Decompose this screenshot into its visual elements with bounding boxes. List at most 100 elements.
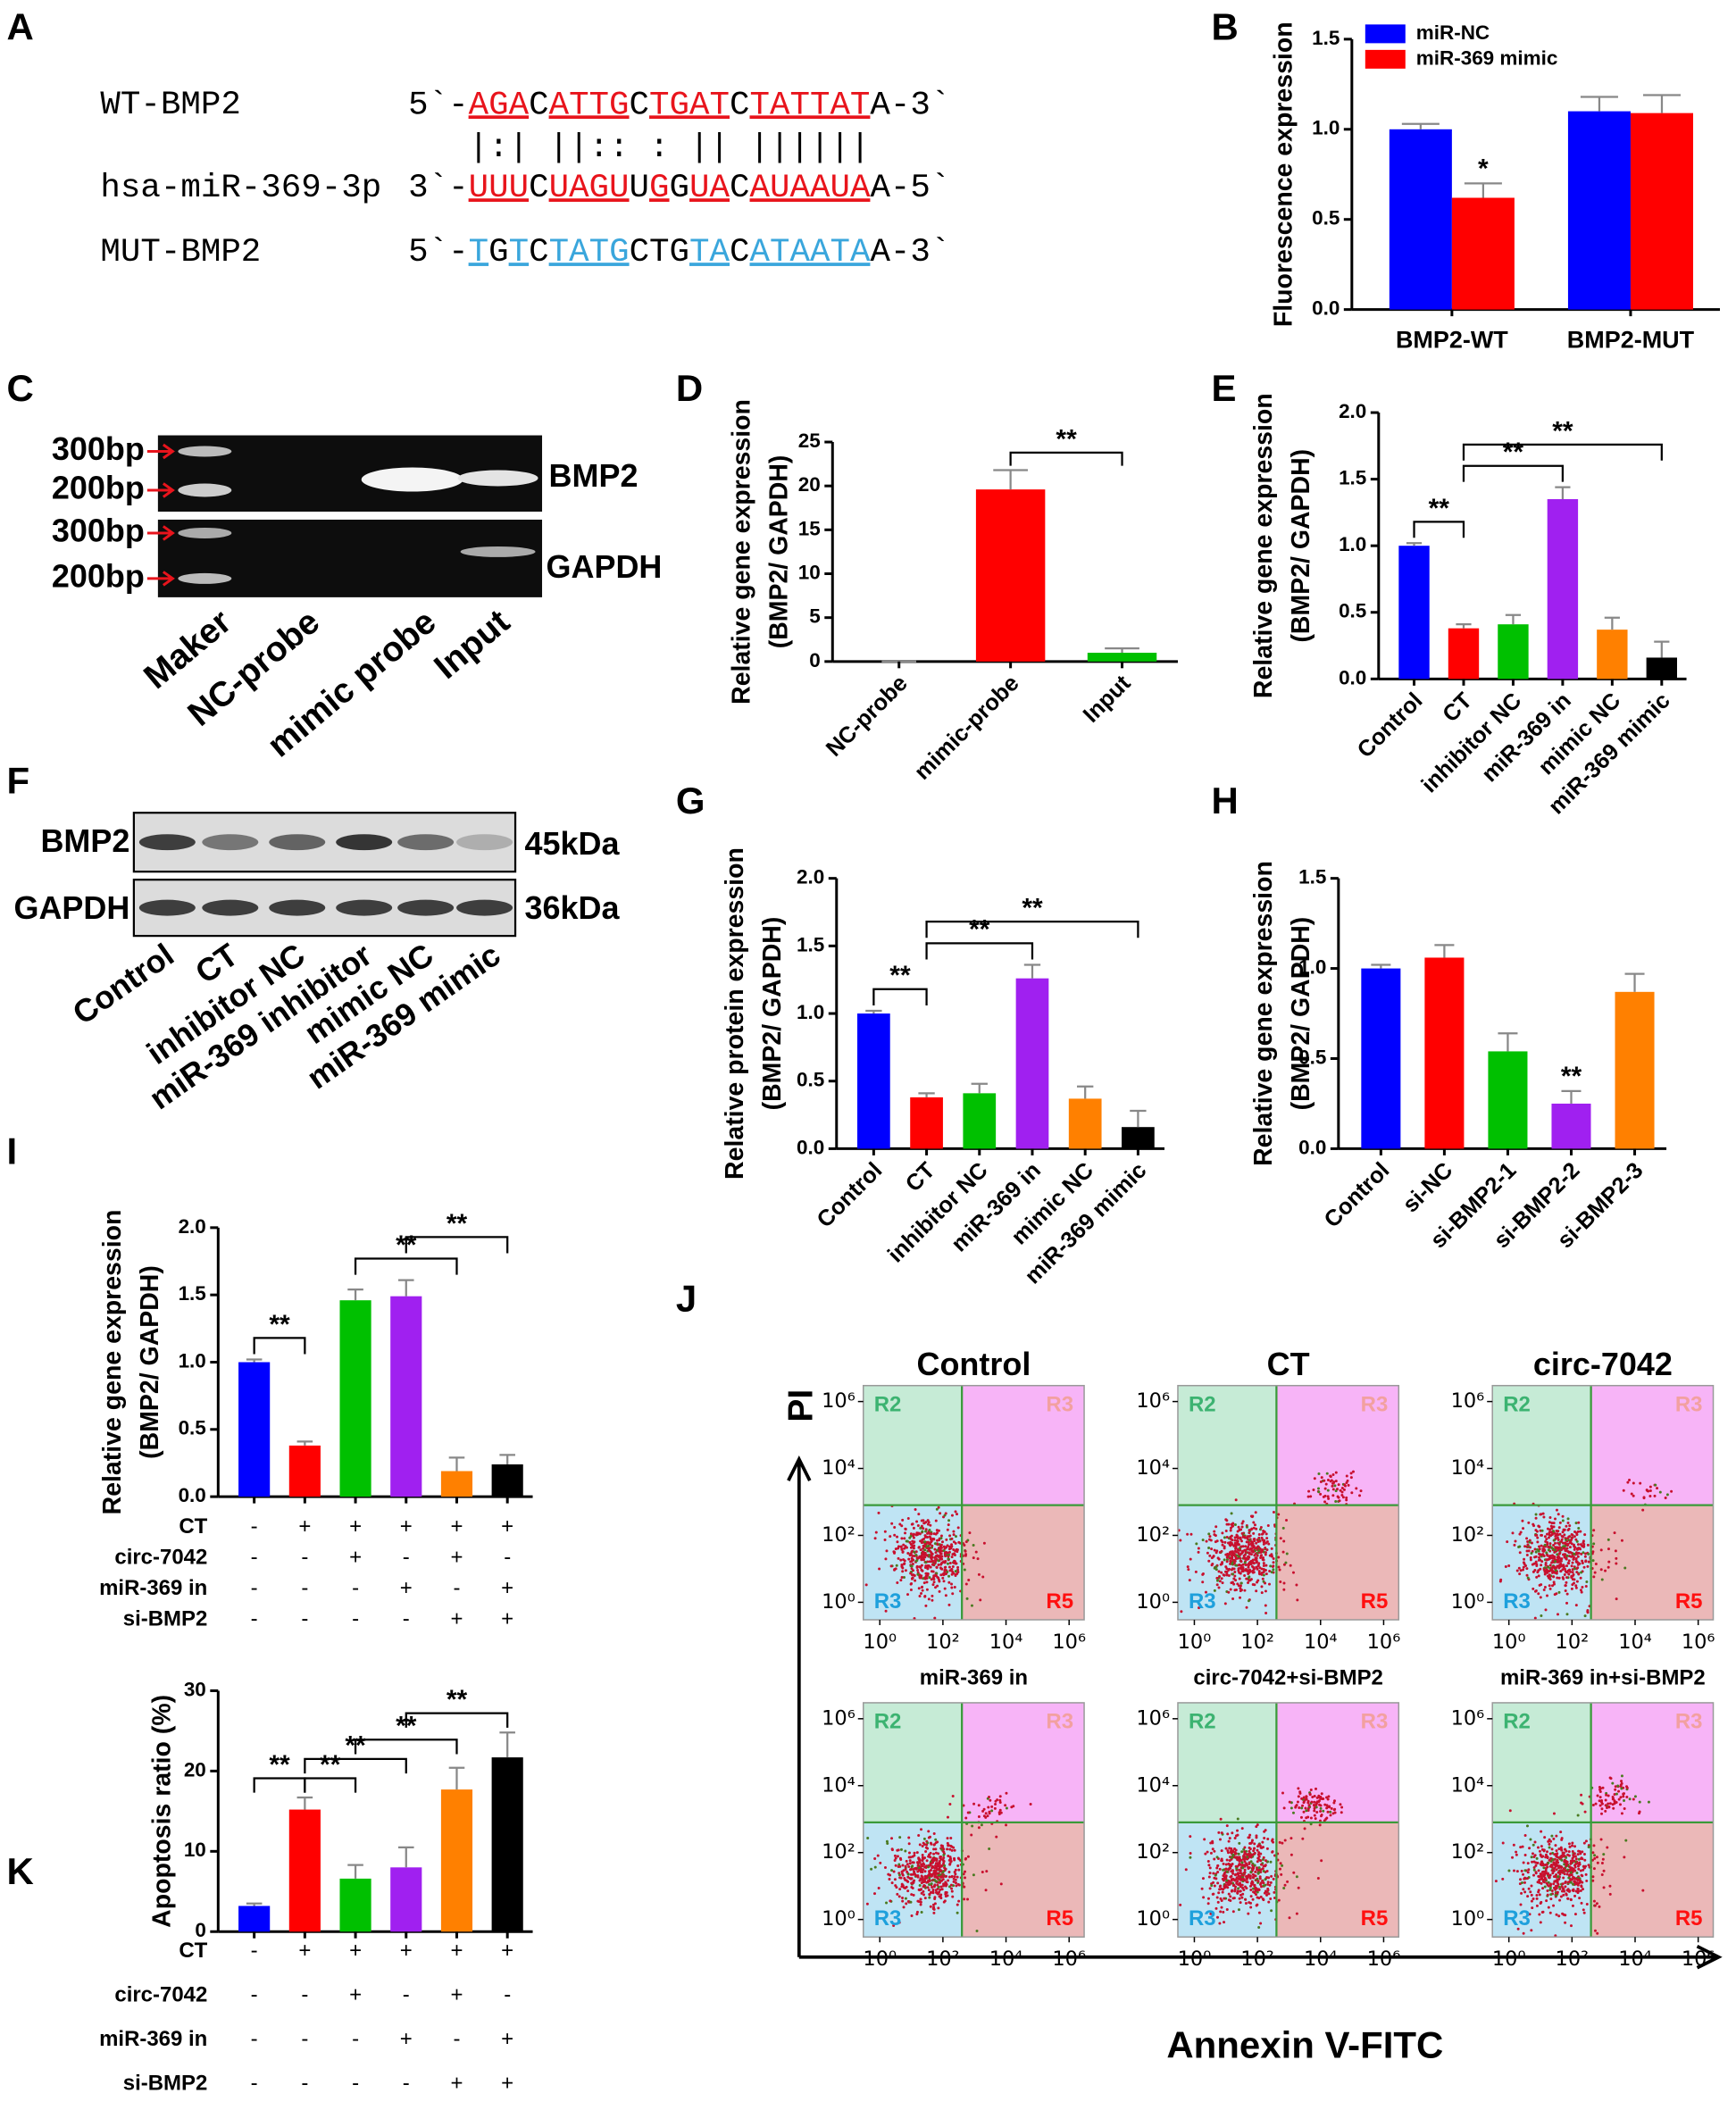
cell-event — [904, 1850, 906, 1853]
cell-event — [1531, 1861, 1533, 1864]
x-tick-label: NC-probe — [822, 671, 913, 762]
cell-event — [1578, 1879, 1581, 1881]
cell-event — [956, 1566, 959, 1569]
cell-event — [1282, 1589, 1285, 1591]
cell-event — [1552, 1838, 1555, 1840]
cell-event — [1544, 1886, 1547, 1889]
cell-event — [1556, 1849, 1558, 1852]
cell-event — [1534, 1548, 1537, 1551]
bar — [441, 1471, 472, 1497]
cell-event — [934, 1847, 937, 1850]
cell-event — [1298, 1887, 1300, 1889]
cell-event — [1586, 1565, 1589, 1568]
cell-event — [1596, 1902, 1598, 1905]
cell-event — [1228, 1898, 1231, 1901]
cell-event — [1569, 1546, 1572, 1548]
cell-event — [933, 1844, 936, 1847]
cell-event — [1247, 1581, 1249, 1584]
cell-event — [1603, 1886, 1606, 1889]
cell-event — [1615, 1597, 1618, 1600]
cell-event — [1256, 1849, 1259, 1852]
cell-event — [1258, 1572, 1261, 1574]
cell-event — [1245, 1564, 1248, 1566]
cell-event — [1557, 1847, 1560, 1850]
cell-event — [1573, 1869, 1575, 1872]
cell-event — [1516, 1570, 1519, 1572]
gel-band — [461, 546, 536, 557]
cell-event — [950, 1587, 953, 1589]
cell-event — [894, 1855, 897, 1857]
cell-event — [1507, 1564, 1510, 1567]
cell-event — [1350, 1476, 1353, 1479]
condition-sign: - — [352, 2071, 359, 2095]
y-tick-label: 2.0 — [179, 1215, 206, 1238]
cell-event — [1582, 1803, 1584, 1806]
x-tick-label: 10⁶ — [1052, 1630, 1086, 1654]
cell-event — [1263, 1870, 1265, 1872]
cell-event — [1313, 1801, 1315, 1804]
cell-event — [1259, 1547, 1262, 1550]
cell-event — [922, 1864, 925, 1866]
condition-sign: + — [450, 1939, 463, 1963]
condition-sign: + — [501, 2071, 513, 2095]
cell-event — [1265, 1572, 1268, 1575]
cell-event — [1217, 1587, 1220, 1589]
cell-event — [1253, 1562, 1256, 1564]
cell-event — [874, 1537, 877, 1539]
cell-event — [1580, 1857, 1582, 1860]
bar — [963, 1093, 996, 1148]
cell-event — [1214, 1549, 1216, 1552]
legend-swatch — [1365, 50, 1406, 69]
cell-event — [1264, 1564, 1267, 1567]
y-tick-label: 10⁰ — [1136, 1907, 1170, 1931]
x-tick-label: si-NC — [1398, 1158, 1458, 1218]
cell-event — [1231, 1558, 1233, 1561]
cell-event — [943, 1901, 946, 1904]
cell-event — [947, 1871, 950, 1873]
cell-event — [1598, 1906, 1600, 1908]
cell-event — [1006, 1807, 1008, 1810]
cell-event — [1560, 1847, 1563, 1850]
cell-event — [1216, 1580, 1219, 1582]
cell-event — [1549, 1893, 1552, 1896]
cell-event — [896, 1581, 898, 1584]
cell-event — [1548, 1885, 1550, 1888]
cell-event — [1272, 1568, 1274, 1571]
y-tick-label: 1.0 — [797, 1001, 824, 1023]
cell-event — [1557, 1859, 1559, 1862]
cell-event — [1217, 1901, 1220, 1904]
cell-event — [1195, 1542, 1198, 1545]
cell-event — [1551, 1547, 1554, 1550]
cell-event — [1615, 1557, 1617, 1560]
cell-event — [963, 1897, 965, 1900]
cell-event — [1231, 1849, 1234, 1852]
bar — [1551, 1104, 1590, 1148]
cell-event — [1256, 1566, 1258, 1569]
cell-event — [1210, 1852, 1213, 1855]
cell-event — [931, 1886, 933, 1889]
cell-event — [1585, 1880, 1588, 1882]
cell-event — [1582, 1888, 1584, 1890]
cell-event — [1195, 1571, 1198, 1573]
cell-event — [1564, 1553, 1566, 1555]
quadrant-label: R2 — [1189, 1710, 1216, 1734]
cell-event — [937, 1577, 939, 1580]
cell-event — [944, 1891, 947, 1894]
cell-event — [1523, 1869, 1526, 1872]
cell-event — [953, 1857, 956, 1860]
cell-event — [1575, 1889, 1578, 1892]
cell-event — [906, 1547, 908, 1549]
cell-event — [916, 1533, 919, 1536]
cell-event — [1618, 1798, 1621, 1801]
x-tick-label: 10⁰ — [1178, 1630, 1212, 1654]
cell-event — [1242, 1889, 1245, 1891]
cell-event — [1531, 1900, 1533, 1903]
cell-event — [1289, 1801, 1291, 1804]
cell-event — [1246, 1526, 1248, 1529]
cell-event — [1526, 1877, 1529, 1880]
cell-event — [1235, 1867, 1238, 1870]
cell-event — [1327, 1795, 1330, 1797]
cell-event — [1238, 1526, 1240, 1529]
cell-event — [939, 1895, 942, 1897]
cell-event — [903, 1547, 906, 1550]
